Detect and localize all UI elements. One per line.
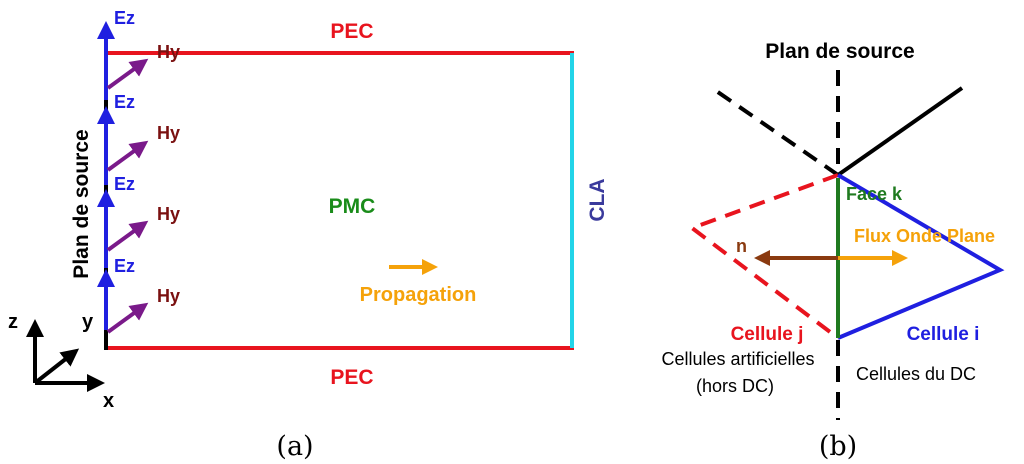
hy-arrow-3	[106, 220, 149, 252]
source-plane-title: Plan de source	[765, 40, 914, 63]
hy-label-4: Hy	[157, 286, 180, 306]
face-k-label: Face k	[846, 184, 903, 204]
hy-arrow-4	[106, 302, 149, 334]
ez-label-2: Ez	[114, 92, 135, 112]
cellule-i-outline	[836, 173, 1005, 340]
apex-solid-line	[836, 86, 964, 177]
pec-bottom-label: PEC	[330, 366, 373, 389]
axis-x-label: x	[103, 390, 114, 412]
ez-label-4: Ez	[114, 256, 135, 276]
hy-label-2: Hy	[157, 123, 180, 143]
panel-b: Plan de source Face k Flux Onde Plane n …	[661, 40, 1005, 462]
source-plane-label: Plan de source	[70, 129, 93, 278]
axis-triad: z y x	[8, 311, 114, 412]
cellule-j-label: Cellule j	[731, 324, 804, 345]
artificial-cells-line2: (hors DC)	[696, 376, 774, 396]
axis-y-label: y	[82, 311, 94, 333]
hy-label-3: Hy	[157, 204, 180, 224]
pmc-label: PMC	[329, 195, 376, 218]
flux-label: Flux Onde Plane	[854, 226, 995, 246]
hy-label-1: Hy	[157, 42, 180, 62]
hy-arrow-1	[106, 58, 149, 90]
caption-a: (a)	[276, 431, 313, 462]
artificial-cells-line1: Cellules artificielles	[661, 349, 814, 369]
caption-b: (b)	[819, 431, 857, 462]
cellule-i-label: Cellule i	[907, 324, 980, 345]
apex-dashed-line	[710, 86, 840, 177]
hy-arrow-2	[106, 140, 149, 172]
axis-z-label: z	[8, 311, 18, 333]
panel-a: Ez Ez Ez Ez Hy Hy Hy Hy PEC PEC PMC CLA …	[8, 8, 609, 462]
axis-y-arrow	[33, 348, 80, 385]
ez-label-3: Ez	[114, 174, 135, 194]
ez-label-1: Ez	[114, 8, 135, 28]
cla-label: CLA	[586, 178, 609, 221]
dc-cells-label: Cellules du DC	[856, 364, 976, 384]
pec-top-label: PEC	[330, 20, 373, 43]
propagation-label: Propagation	[360, 284, 477, 306]
normal-label: n	[736, 236, 747, 256]
